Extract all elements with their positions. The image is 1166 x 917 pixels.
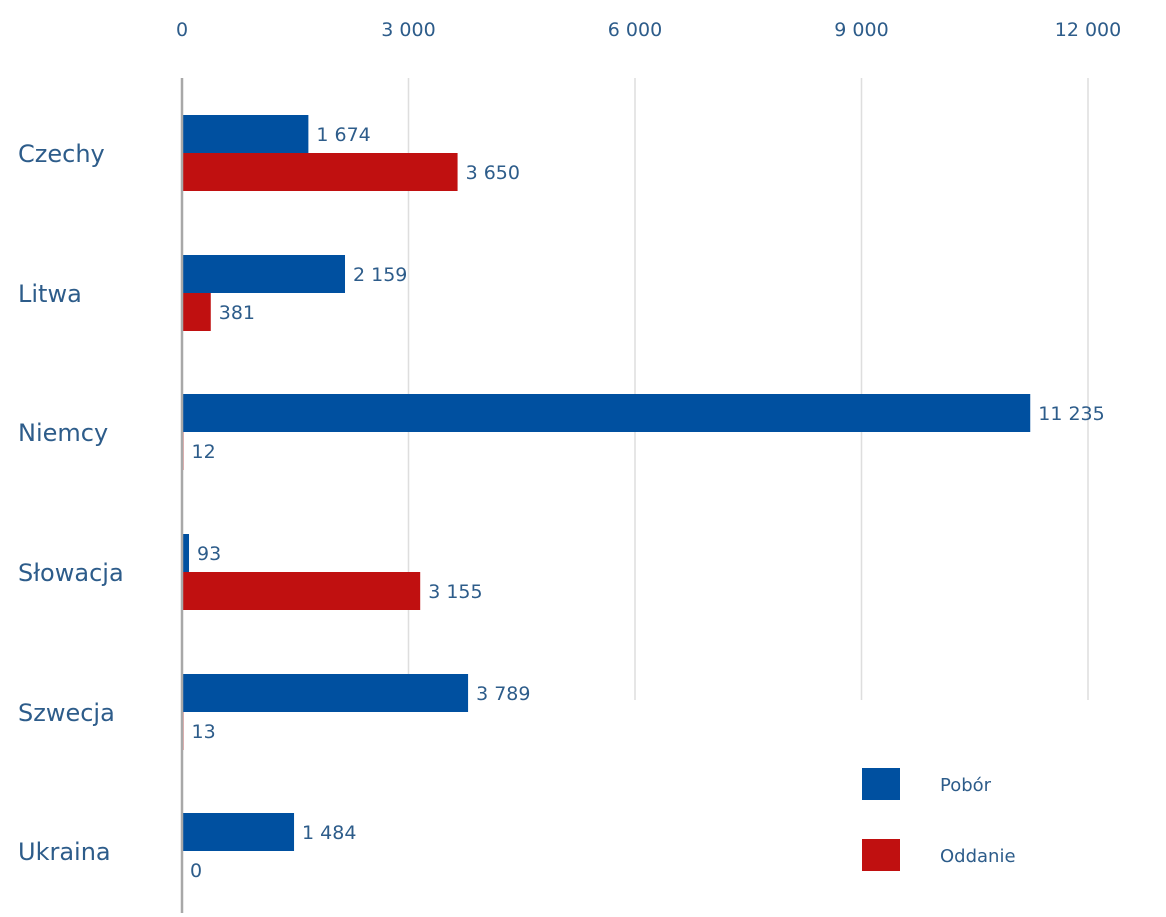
bar-pobor (182, 534, 190, 572)
x-tick-label: 9 000 (834, 19, 888, 41)
category-label: Ukraina (18, 838, 111, 866)
data-label: 3 789 (476, 683, 530, 705)
category-label: Szwecja (18, 699, 115, 727)
legend-label: Pobór (940, 775, 992, 796)
category-label: Słowacja (18, 559, 124, 587)
bars (182, 115, 1031, 851)
bar-pobor (182, 394, 1031, 432)
legend: Pobór Oddanie (862, 768, 1016, 871)
legend-swatch (862, 839, 900, 871)
bar-pobor (182, 674, 469, 712)
x-tick-label: 0 (176, 19, 188, 41)
data-label: 381 (219, 302, 255, 324)
data-label: 1 484 (302, 822, 356, 844)
data-label: 12 (192, 441, 216, 463)
bar-oddanie (182, 572, 421, 610)
bar-pobor (182, 255, 346, 293)
x-tick-label: 3 000 (381, 19, 435, 41)
legend-label: Oddanie (940, 846, 1016, 867)
category-label: Niemcy (18, 419, 108, 447)
bar-pobor (182, 813, 295, 851)
x-tick-label: 12 000 (1055, 19, 1121, 41)
category-label: Czechy (18, 140, 105, 168)
data-label: 0 (190, 860, 202, 882)
x-tick-label: 6 000 (608, 19, 662, 41)
bar-oddanie (182, 293, 211, 331)
category-labels: Czechy Litwa Niemcy Słowacja Szwecja Ukraina (18, 140, 124, 866)
bar-pobor (182, 115, 309, 153)
data-label: 3 650 (466, 162, 520, 184)
value-labels: 1 674 3 650 2 159 381 11 235 12 93 3 155 3 789 13… (190, 124, 1105, 882)
legend-swatch (862, 768, 900, 800)
data-label: 13 (192, 721, 216, 743)
data-label: 3 155 (428, 581, 482, 603)
x-axis-ticks: 0 3 000 6 000 9 000 12 000 (176, 19, 1121, 41)
data-label: 11 235 (1038, 403, 1104, 425)
bar-oddanie (182, 153, 458, 191)
data-label: 2 159 (353, 264, 407, 286)
category-label: Litwa (18, 280, 82, 308)
data-label: 93 (197, 543, 221, 565)
data-label: 1 674 (316, 124, 370, 146)
